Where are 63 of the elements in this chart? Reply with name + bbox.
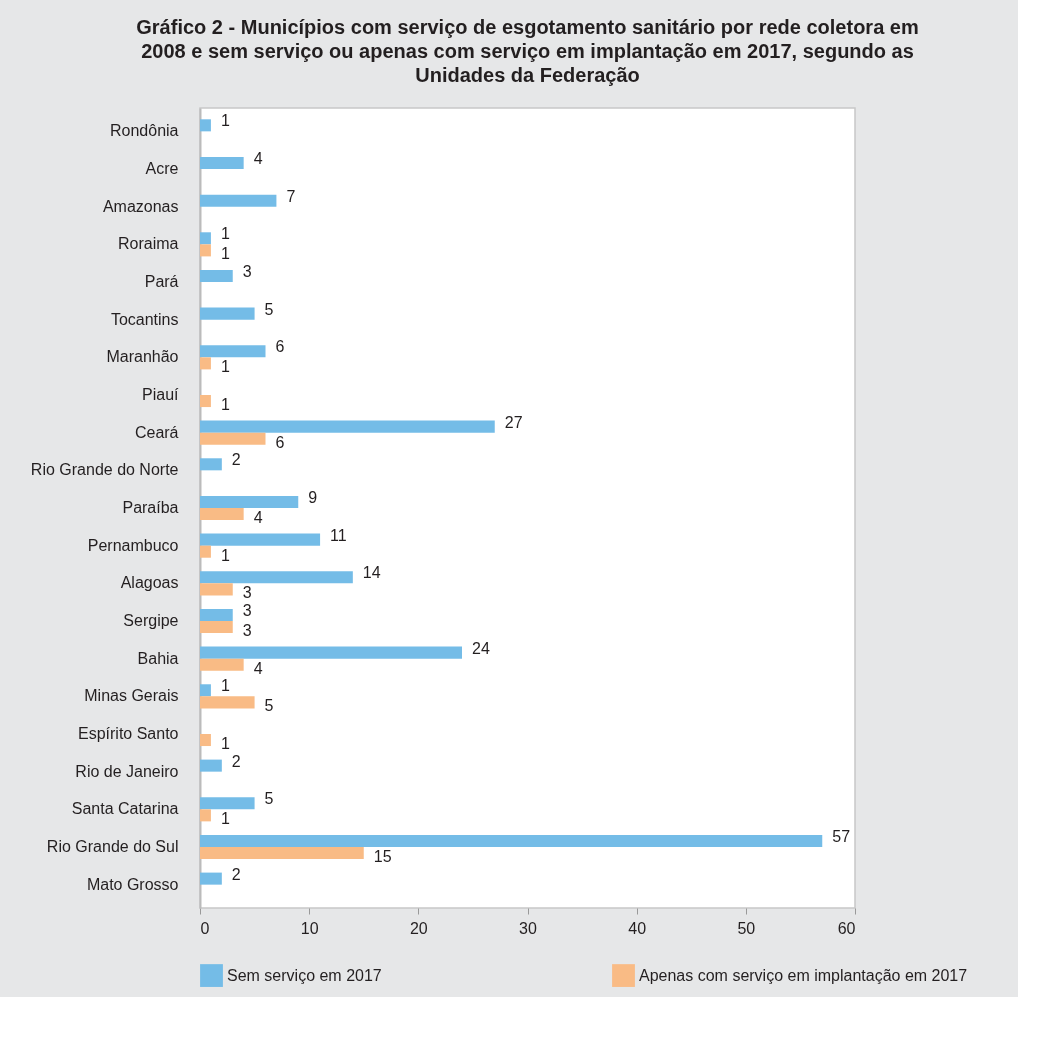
data-label: 5 (264, 300, 274, 318)
data-label: 27 (504, 413, 523, 431)
data-label: 9 (308, 488, 318, 506)
data-label: 1 (220, 112, 230, 130)
y-tick-label: Pará (144, 273, 179, 291)
y-tick-label: Bahia (137, 649, 179, 667)
data-label: 2 (231, 451, 241, 469)
data-label: 2 (231, 752, 241, 770)
x-tick-label: 10 (300, 919, 319, 937)
data-label: 4 (253, 659, 263, 677)
y-tick-label: Pernambuco (87, 536, 179, 554)
legend-label: Apenas com serviço em implantação em 2017 (639, 966, 968, 984)
data-label: 24 (472, 639, 490, 657)
x-tick-label: 20 (409, 919, 428, 937)
y-tick-label: Rondônia (110, 122, 179, 140)
data-label: 1 (220, 677, 230, 695)
data-label: 1 (220, 358, 230, 376)
data-label: 1 (220, 245, 230, 263)
data-label: 14 (362, 564, 381, 582)
data-label: 7 (286, 187, 296, 205)
data-label: 2 (231, 865, 241, 883)
data-label: 5 (264, 790, 274, 808)
y-tick-label: Minas Gerais (84, 687, 179, 705)
y-tick-label: Sergipe (123, 611, 179, 629)
y-tick-label: Piauí (142, 386, 180, 404)
chart-title: Gráfico 2 - Municípios com serviço de esgotamento sanitário por rede coletora em 2008 e sem serviço ou apenas com serviço em implantação em 2017, segundo as Unidades da Federação (136, 16, 919, 86)
y-tick-label: Santa Catarina (71, 800, 179, 818)
data-label: 5 (264, 697, 274, 715)
x-tick-label: 50 (737, 919, 756, 937)
x-tick-label: 40 (628, 919, 647, 937)
data-label: 1 (220, 810, 230, 828)
data-label: 6 (275, 338, 285, 356)
x-tick-label: 0 (200, 919, 210, 937)
y-tick-label: Mato Grosso (86, 875, 179, 893)
y-tick-label: Amazonas (102, 197, 179, 215)
y-tick-label: Paraíba (122, 499, 179, 516)
data-label: 1 (220, 546, 230, 564)
y-tick-label: Rio Grande do Norte (30, 461, 179, 479)
data-label: 1 (220, 735, 230, 753)
legend-label: Sem serviço em 2017 (227, 966, 382, 984)
data-label: 3 (242, 262, 252, 280)
data-label: 3 (242, 584, 252, 602)
x-tick-label: 60 (837, 919, 856, 937)
y-tick-label: Rio Grande do Sul (46, 837, 179, 855)
x-tick-label: 30 (519, 919, 537, 937)
data-label: 4 (253, 509, 263, 527)
y-tick-label: Espírito Santo (78, 724, 179, 742)
y-tick-label: Roraima (118, 235, 179, 253)
data-label: 3 (242, 601, 252, 619)
y-tick-label: Acre (145, 160, 179, 178)
data-label: 3 (242, 622, 252, 640)
y-tick-label: Tocantins (110, 310, 179, 328)
y-tick-label: Maranhão (106, 348, 179, 366)
data-label: 15 (373, 848, 392, 866)
data-label: 11 (330, 526, 347, 544)
y-tick-label: Alagoas (120, 574, 179, 592)
y-tick-label: Ceará (134, 423, 179, 441)
data-label: 4 (253, 149, 263, 167)
data-label: 1 (220, 396, 230, 414)
y-tick-label: Rio de Janeiro (75, 762, 179, 780)
data-label: 57 (832, 827, 851, 845)
data-label: 1 (220, 225, 230, 243)
data-label: 6 (275, 433, 285, 451)
